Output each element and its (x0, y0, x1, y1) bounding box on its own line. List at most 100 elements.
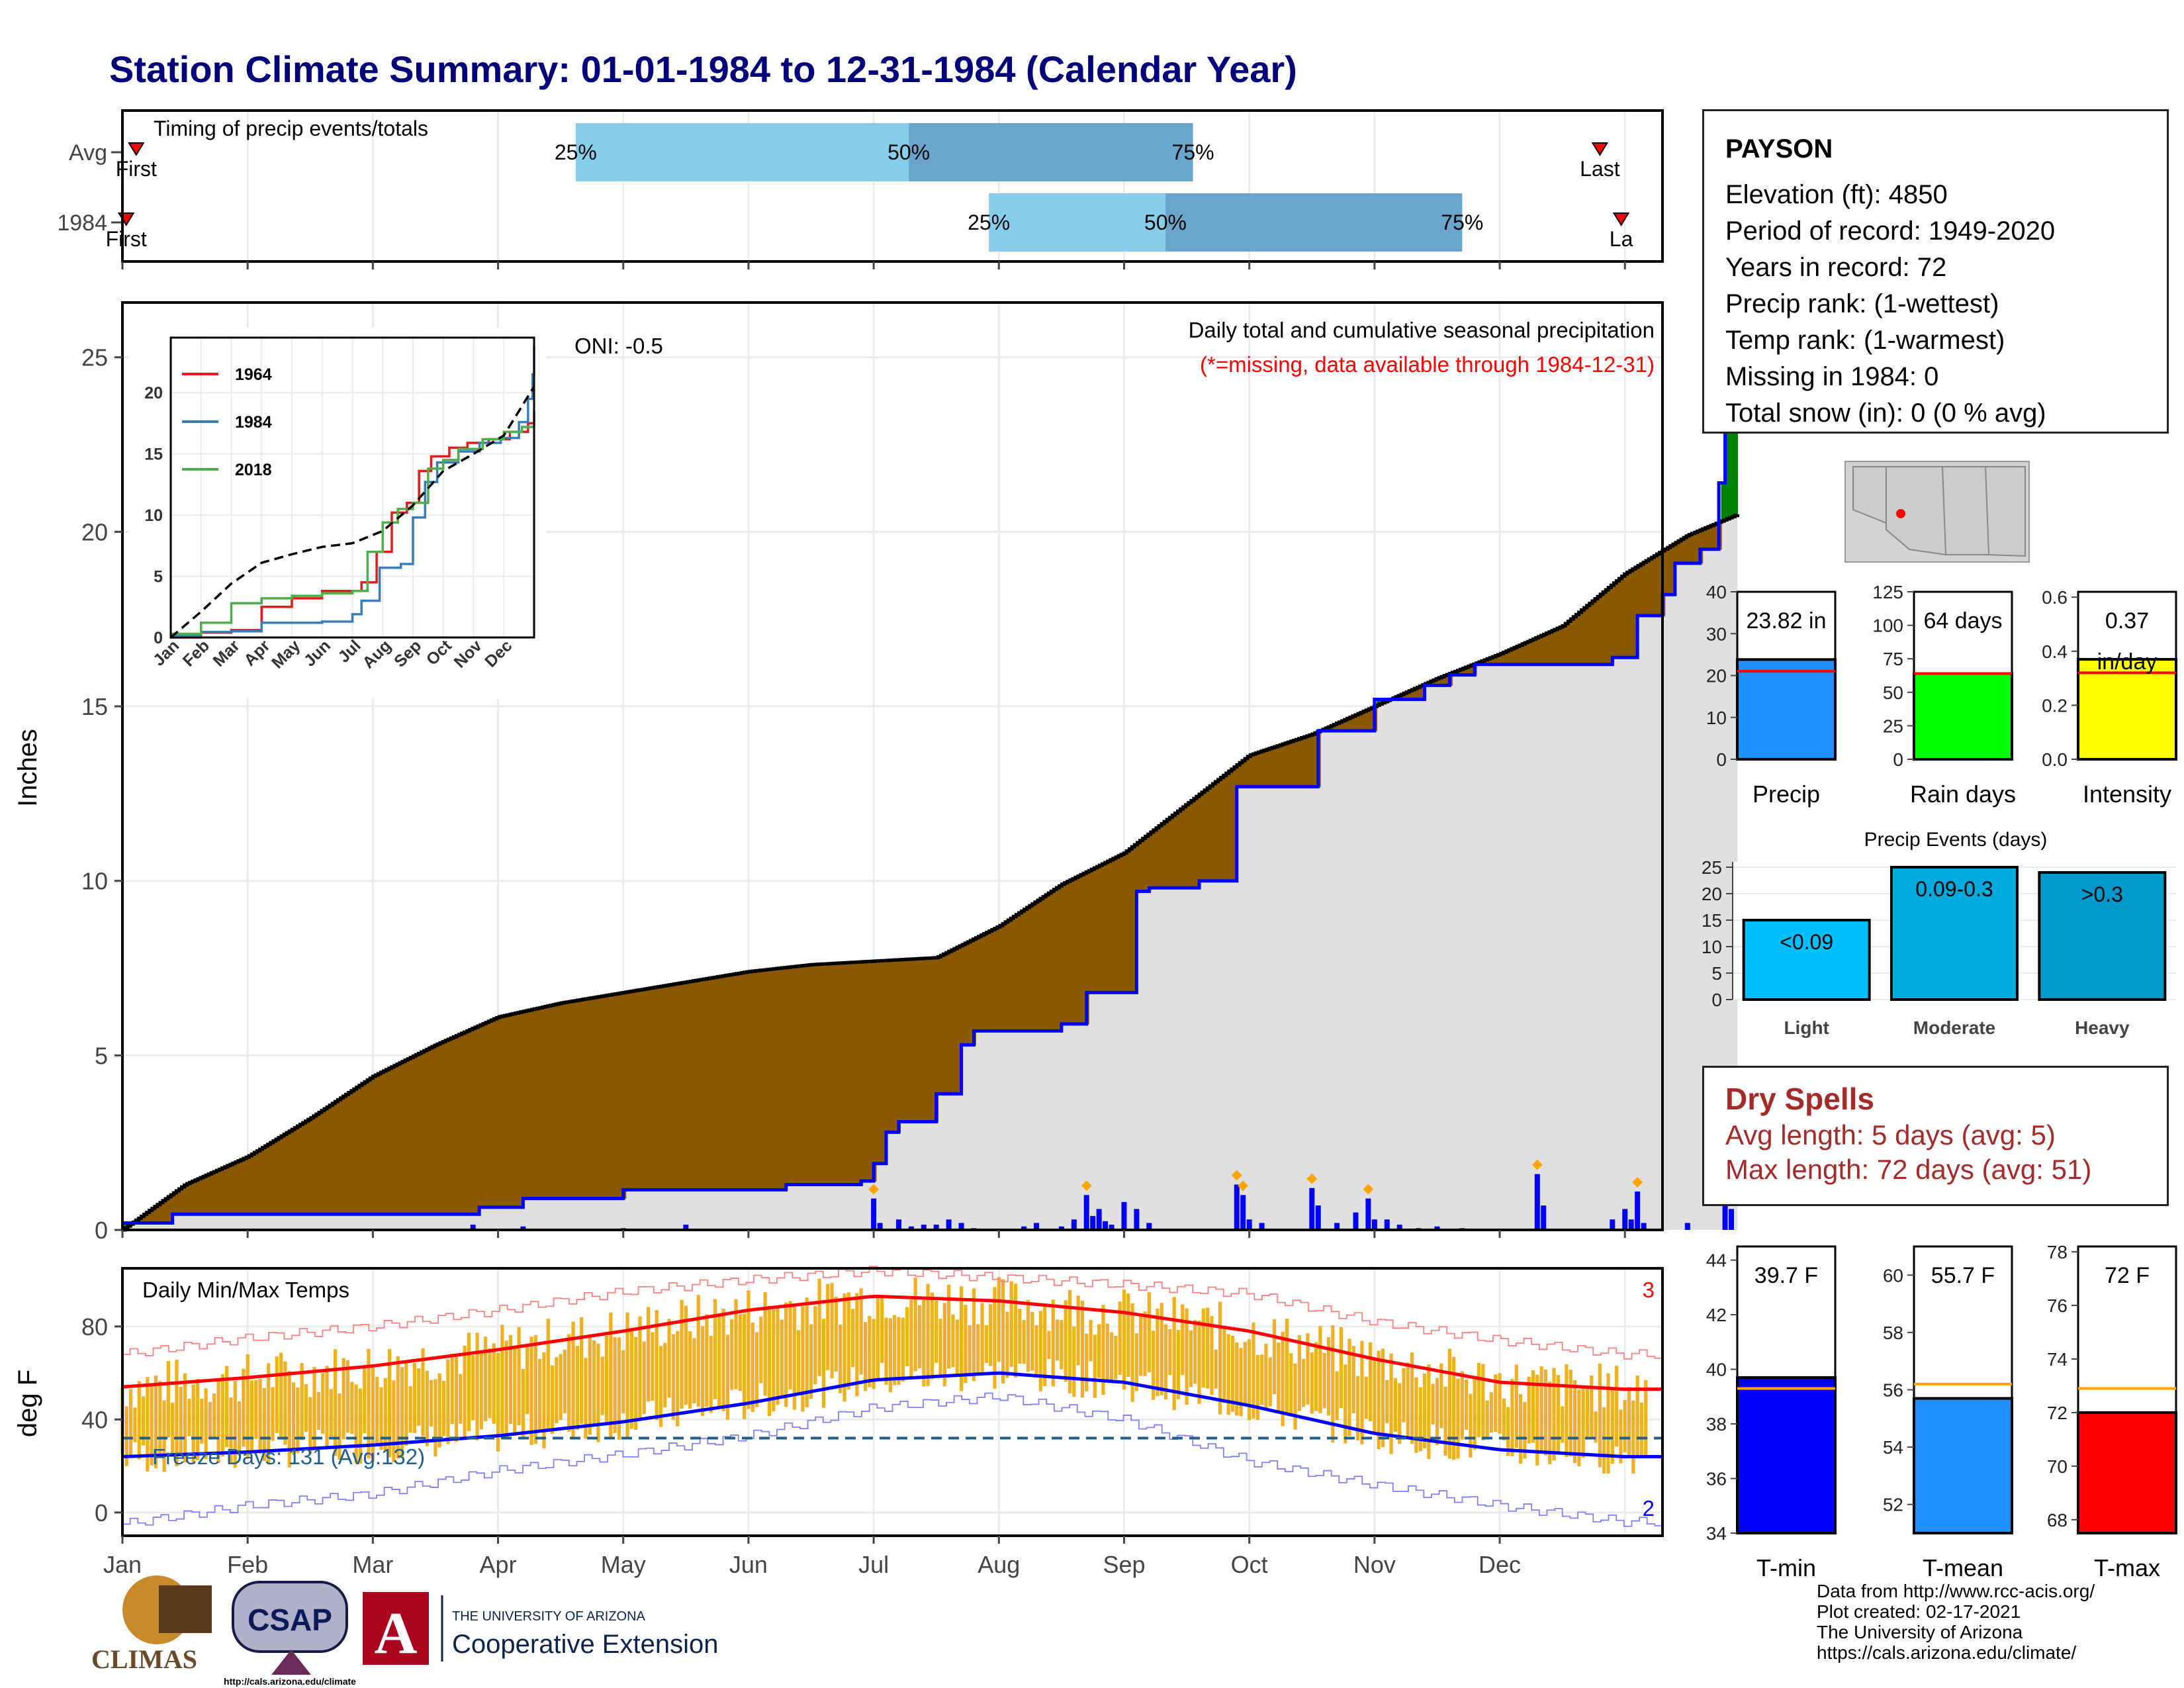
month-tick-label: Dec (1479, 1551, 1521, 1578)
precip-event-marker (1531, 1159, 1543, 1170)
temps-daily-bar (1381, 1348, 1385, 1448)
temps-daily-bar (1009, 1281, 1013, 1367)
temps-daily-bar (1289, 1353, 1293, 1416)
temps-daily-bar (850, 1309, 855, 1368)
temps-daily-bar (842, 1293, 846, 1402)
temps-daily-bar (784, 1302, 788, 1407)
temps-daily-bar (350, 1382, 354, 1434)
temps-daily-bar (183, 1373, 187, 1463)
month-tick-label: Mar (352, 1551, 393, 1578)
temps-daily-bar (1377, 1350, 1381, 1449)
temps-daily-bar (1518, 1393, 1523, 1464)
temps-daily-bar (154, 1376, 158, 1468)
temps-daily-bar (909, 1299, 913, 1378)
temps-daily-bar (195, 1379, 200, 1460)
temps-daily-bar (1134, 1333, 1139, 1391)
temps-daily-bar (1218, 1301, 1222, 1415)
temps-daily-bar (533, 1335, 537, 1444)
temps-daily-bar (993, 1287, 997, 1389)
events-bar-name: Heavy (2075, 1017, 2130, 1038)
temps-daily-bar (826, 1284, 830, 1370)
temps-daily-bar (917, 1305, 922, 1369)
temps-daily-bar (1013, 1284, 1018, 1378)
precip-daily-bar (1610, 1219, 1615, 1230)
temps-daily-bar (834, 1297, 838, 1372)
gauge-ytick-label: 38 (1706, 1414, 1727, 1434)
gauge-label: Precip (1752, 780, 1820, 808)
temps-daily-bar (1268, 1357, 1272, 1407)
temps-daily-bar (404, 1362, 408, 1446)
temps-daily-bar (1485, 1400, 1489, 1440)
temps-daily-bar (1163, 1324, 1168, 1399)
month-tick-label: Sep (1103, 1551, 1145, 1578)
temps-daily-bar (1443, 1386, 1447, 1456)
temps-daily-bar (275, 1356, 279, 1433)
temps-daily-bar (738, 1314, 742, 1391)
temps-daily-bar (1001, 1279, 1005, 1383)
temps-daily-bar (1590, 1375, 1594, 1439)
temps-daily-bar (246, 1354, 250, 1459)
temps-daily-bar (1406, 1362, 1410, 1438)
events-title: Precip Events (days) (1864, 829, 2048, 851)
temps-daily-bar (225, 1366, 229, 1448)
timing-bar-25-50 (989, 193, 1165, 252)
precip-ytick-label: 10 (81, 868, 108, 895)
temps-daily-bar (1118, 1301, 1122, 1375)
precip-daily-bar (946, 1219, 952, 1230)
temps-daily-bar (1619, 1409, 1623, 1464)
temps-daily-bar (772, 1309, 776, 1412)
temps-daily-bar (1565, 1364, 1569, 1458)
temps-ytick-label: 0 (95, 1499, 108, 1526)
gauge-ytick-label: 40 (1706, 582, 1727, 602)
temps-daily-bar (1335, 1371, 1339, 1421)
temps-daily-bar (1368, 1342, 1373, 1422)
temps-daily-bar (938, 1319, 942, 1377)
temps-daily-bar (1418, 1387, 1422, 1452)
temps-daily-bar (989, 1304, 993, 1366)
month-tick-label: Oct (1231, 1551, 1268, 1578)
temps-daily-bar (1080, 1300, 1085, 1398)
temps-daily-bar (1343, 1364, 1347, 1444)
gauge-ytick-label: 56 (1883, 1380, 1903, 1401)
temps-daily-bar (1114, 1335, 1118, 1380)
page-title: Station Climate Summary: 01-01-1984 to 1… (109, 48, 1297, 90)
precip-daily-bar (1021, 1226, 1027, 1230)
timing-row-label: 1984 (57, 211, 107, 236)
station-period: Period of record: 1949-2020 (1725, 216, 2056, 246)
temps-daily-bar (1510, 1379, 1514, 1457)
temps-daily-bar (947, 1284, 951, 1369)
inset-ytick-label: 10 (144, 506, 163, 525)
timing-frame (121, 109, 1664, 263)
gauge-ytick-label: 0.0 (2042, 749, 2068, 770)
temps-daily-bar (1185, 1308, 1189, 1405)
timing-bar-50-75 (909, 123, 1193, 181)
events-bar-name: Light (1784, 1017, 1829, 1038)
temps-daily-bar (124, 1406, 128, 1466)
timing-last-marker (1591, 142, 1609, 156)
temps-daily-bar (1306, 1333, 1310, 1405)
temps-daily-bar (751, 1323, 754, 1412)
temps-daily-bar (555, 1357, 559, 1424)
temps-daily-bar (242, 1368, 246, 1447)
temps-daily-bar (191, 1384, 195, 1464)
temps-daily-bar (367, 1348, 371, 1459)
precip-oni: ONI: -0.5 (574, 334, 663, 358)
gauge-bar (1913, 1397, 2013, 1534)
temps-daily-bar (1047, 1331, 1051, 1359)
month-tick-label: Feb (227, 1551, 268, 1578)
temps-daily-bar (734, 1299, 738, 1389)
temps-daily-bar (175, 1359, 179, 1466)
gauge-label: T-max (2094, 1554, 2160, 1581)
precip-daily-bar (1071, 1219, 1077, 1230)
temps-daily-bar (646, 1307, 651, 1402)
temps-daily-bar (676, 1331, 680, 1427)
month-tick-label: Nov (1353, 1551, 1396, 1578)
temps-daily-bar (1222, 1329, 1226, 1403)
temps-daily-bar (467, 1333, 471, 1432)
precip-event-marker (868, 1184, 880, 1195)
temps-ytick-label: 80 (81, 1313, 108, 1340)
temps-daily-bar (141, 1396, 146, 1446)
map-station-dot (1896, 509, 1905, 518)
inset-legend-label: 1984 (235, 413, 272, 432)
